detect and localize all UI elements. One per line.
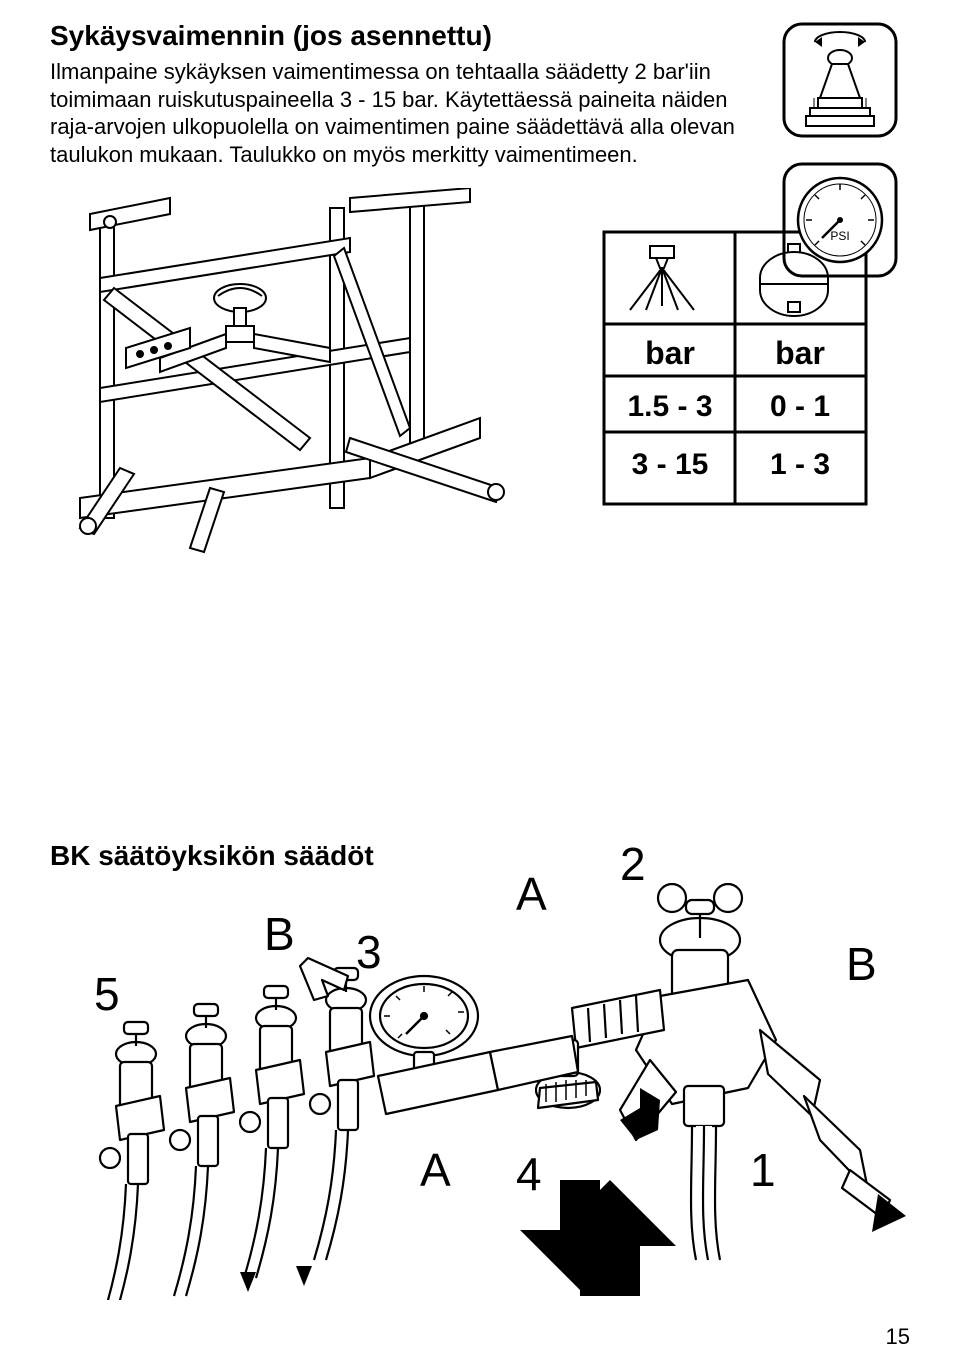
callout-A-bottom: A [420, 1144, 451, 1196]
table-r2c2: 1 - 3 [770, 448, 830, 481]
callout-A-top: A [516, 868, 547, 920]
callout-5: 5 [94, 968, 120, 1020]
table-r1c1: 1.5 - 3 [627, 390, 712, 423]
section1-body: Ilmanpaine sykäyksen vaimentimessa on te… [50, 58, 770, 168]
callout-2: 2 [620, 840, 646, 890]
table-r2c1: 3 - 15 [632, 448, 709, 481]
control-unit-diagram: 2 A B B 5 3 A 4 1 [60, 840, 910, 1300]
page: PSI Sykäysvaimennin (jos asennettu) Ilma… [0, 0, 960, 1370]
page-number: 15 [886, 1324, 910, 1350]
table-r1c2: 0 - 1 [770, 390, 830, 423]
table-header-col2: bar [775, 335, 825, 371]
callout-B-right: B [846, 938, 877, 990]
callout-3: 3 [356, 926, 382, 978]
psi-gauge-icon: PSI [780, 160, 900, 280]
side-icons: PSI [780, 20, 920, 300]
valve-lever-icon [780, 20, 900, 140]
callout-B-left: B [264, 908, 295, 960]
table-header-col1: bar [645, 335, 695, 371]
damper-diagram [50, 188, 570, 568]
callout-1: 1 [750, 1144, 776, 1196]
psi-label: PSI [830, 229, 849, 243]
callout-4: 4 [516, 1148, 542, 1200]
